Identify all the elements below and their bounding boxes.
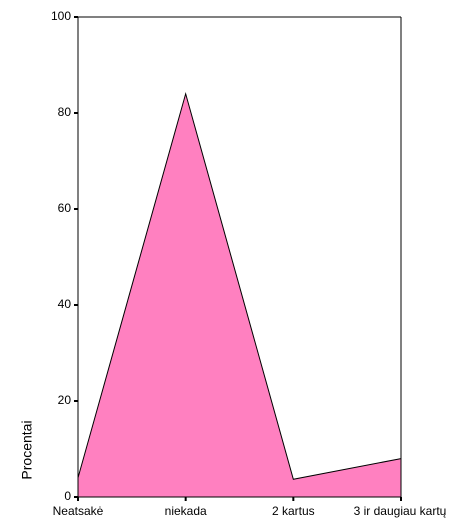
y-tick-label: 80 [58,105,72,119]
y-tick-label: 100 [51,9,71,23]
y-tick-label: 60 [58,201,72,215]
y-axis-label: Procentai [19,420,35,479]
y-tick-label: 0 [64,489,71,503]
x-tick-label: Neatsakė [53,504,104,518]
x-tick-label: niekada [165,504,207,518]
y-tick-label: 20 [58,393,72,407]
x-tick-label: 2 kartus [272,504,315,518]
x-tick-label: 3 ir daugiau kartų [354,504,447,518]
area [77,91,402,498]
y-tick-label: 40 [58,297,72,311]
